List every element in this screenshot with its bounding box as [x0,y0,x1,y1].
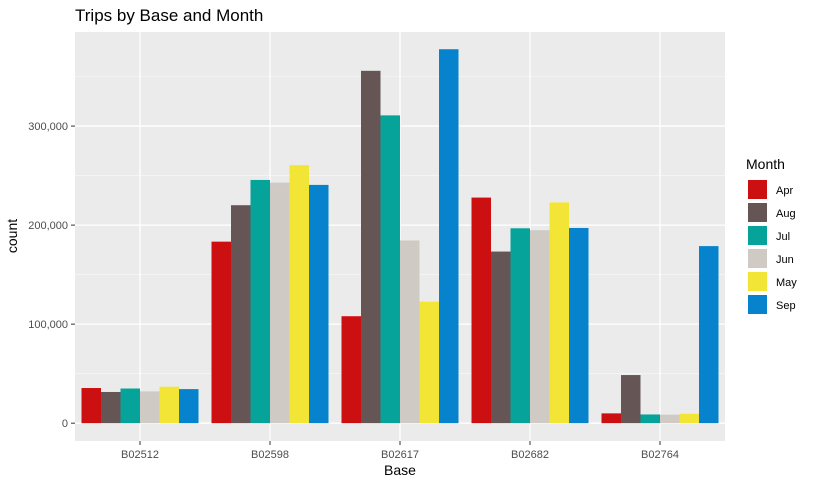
bar-B02598-Apr [211,241,231,424]
bar-B02682-Aug [491,251,511,424]
bar-B02598-Jun [270,182,290,424]
bar-B02617-Sep [439,49,459,424]
legend-title: Month [746,156,785,172]
legend: Month Apr Aug Jul Jun May Sep [746,156,797,314]
bar-B02764-Apr [601,413,621,424]
bar-B02764-Sep [699,246,719,424]
bar-B02512-May [159,386,179,424]
legend-label-Apr: Apr [776,185,793,197]
legend-label-Aug: Aug [776,208,796,220]
legend-key-Apr [748,180,767,199]
bar-B02764-Jul [640,414,660,424]
y-tick-label: 300,000 [28,121,68,133]
bar-B02682-May [549,202,569,424]
bar-B02598-May [289,165,309,424]
bar-B02617-Jul [380,115,400,424]
bar-B02764-Jun [660,414,680,424]
y-tick-label: 200,000 [28,220,68,232]
y-tick-label: 100,000 [28,319,68,331]
x-tick-label: B02764 [641,449,679,461]
x-axis-title: Base [384,462,416,478]
bar-B02512-Jul [120,388,140,424]
bar-B02512-Sep [179,389,199,424]
x-tick-label: B02598 [251,449,289,461]
bar-B02512-Jun [140,391,160,424]
bar-B02682-Apr [471,197,491,424]
x-tick-label: B02617 [381,449,419,461]
legend-label-Sep: Sep [776,300,796,312]
bar-B02764-May [679,413,699,424]
bar-B02682-Jul [510,228,530,424]
legend-key-May [748,272,767,291]
chart-title: Trips by Base and Month [75,6,263,25]
bar-B02764-Aug [621,375,641,424]
x-tick-label: B02512 [121,449,159,461]
x-tick-label: B02682 [511,449,549,461]
legend-key-Jun [748,249,767,268]
bar-B02512-Aug [101,391,121,424]
bar-B02598-Jul [250,179,270,424]
bars [81,49,719,424]
bar-B02617-May [419,301,439,424]
bar-B02598-Sep [309,184,329,424]
bar-B02682-Jun [530,230,550,424]
bar-B02617-Jun [400,240,420,424]
legend-label-Jun: Jun [776,254,794,266]
legend-key-Aug [748,203,767,222]
axis-ticks: 0 100,000 200,000 300,000 B02512 B02598 B02617… [28,121,679,461]
bar-B02617-Apr [341,316,361,424]
y-axis-title: count [4,219,20,253]
legend-label-Jul: Jul [776,231,790,243]
bar-B02512-Apr [81,388,101,424]
bar-B02598-Aug [231,205,251,424]
bar-B02682-Sep [569,227,589,424]
legend-key-Jul [748,226,767,245]
bar-B02617-Aug [361,70,381,424]
y-tick-label: 0 [62,418,68,430]
legend-label-May: May [776,277,797,289]
legend-key-Sep [748,295,767,314]
